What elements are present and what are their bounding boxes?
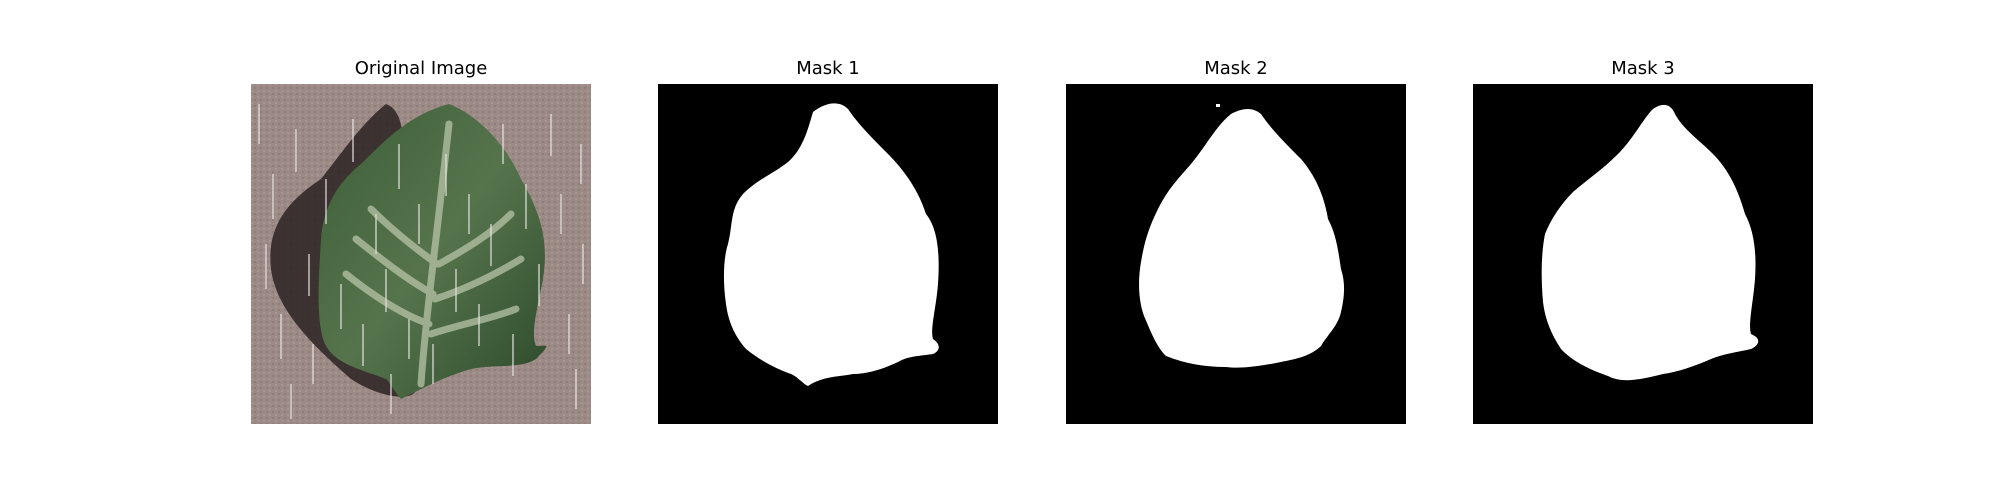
mask-1-image [658,84,998,424]
panel-mask-3: Mask 3 [1473,0,1813,500]
mask-foreground [1139,109,1345,368]
panel-title: Mask 1 [796,58,860,79]
mask-foreground [1541,104,1759,381]
mask-speckles [1178,104,1324,262]
panel-title: Mask 3 [1611,58,1675,79]
mask-2-image [1066,84,1406,424]
panel-title: Original Image [354,58,488,79]
mask-3-image [1473,84,1813,424]
leaf-veins [342,120,525,388]
panel-mask-2: Mask 2 [1066,0,1406,500]
panel-title: Mask 2 [1204,58,1268,79]
rain-streaks [258,104,584,419]
panel-original-image: Original Image [251,0,591,500]
mask-foreground [723,103,939,387]
original-leaf-image [251,84,591,424]
panel-mask-1: Mask 1 [658,0,998,500]
